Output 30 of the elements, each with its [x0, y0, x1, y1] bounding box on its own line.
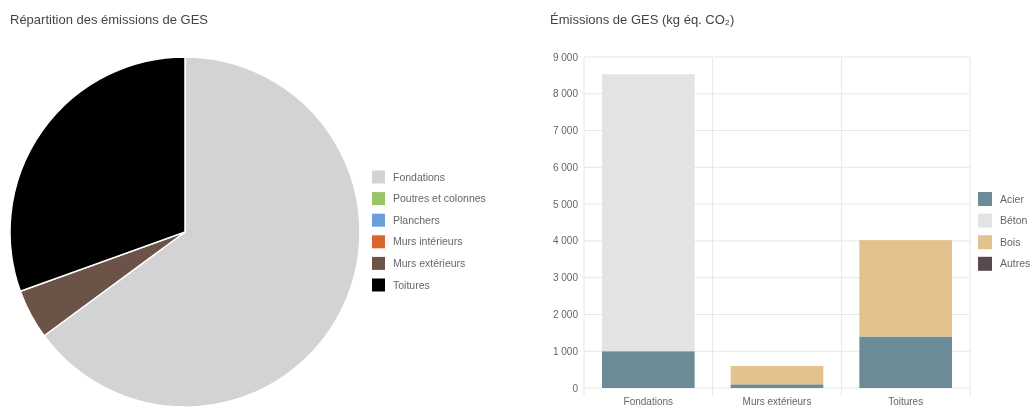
y-tick-label: 3 000 — [552, 272, 579, 284]
y-tick-label: 9 000 — [552, 51, 579, 63]
bar — [730, 365, 824, 385]
legend-label: Béton — [1000, 214, 1028, 227]
y-tick-label: 1 000 — [552, 345, 579, 357]
y-tick-label: 0 — [572, 382, 579, 394]
x-tick-label: Fondations — [623, 396, 674, 407]
y-tick-label: 5 000 — [552, 198, 579, 210]
chart-title: Émissions de GES (kg éq. CO₂) — [550, 12, 735, 27]
legend-label: Planchers — [393, 213, 440, 226]
legend-label: Bois — [1000, 235, 1021, 248]
legend-label: Acier — [1000, 192, 1025, 205]
legend-label: Toitures — [393, 278, 430, 291]
y-tick-label: 8 000 — [552, 88, 579, 100]
x-tick-label: Murs extérieurs — [742, 396, 812, 407]
chart-title: Répartition des émissions de GES — [10, 12, 209, 27]
legend-label: Poutres et colonnes — [393, 192, 486, 205]
y-tick-label: 6 000 — [552, 161, 579, 173]
legend-label: Autres — [1000, 257, 1031, 270]
legend-label: Fondations — [393, 170, 445, 183]
y-tick-label: 2 000 — [552, 308, 579, 320]
x-tick-label: Toitures — [888, 396, 924, 407]
legend-label: Murs extérieurs — [393, 257, 466, 270]
legend-label: Murs intérieurs — [393, 235, 463, 248]
bar — [602, 351, 695, 388]
y-tick-label: 4 000 — [552, 235, 579, 247]
bar — [859, 240, 952, 337]
y-tick-label: 7 000 — [552, 125, 579, 137]
bar — [730, 384, 824, 388]
bar — [859, 336, 952, 388]
